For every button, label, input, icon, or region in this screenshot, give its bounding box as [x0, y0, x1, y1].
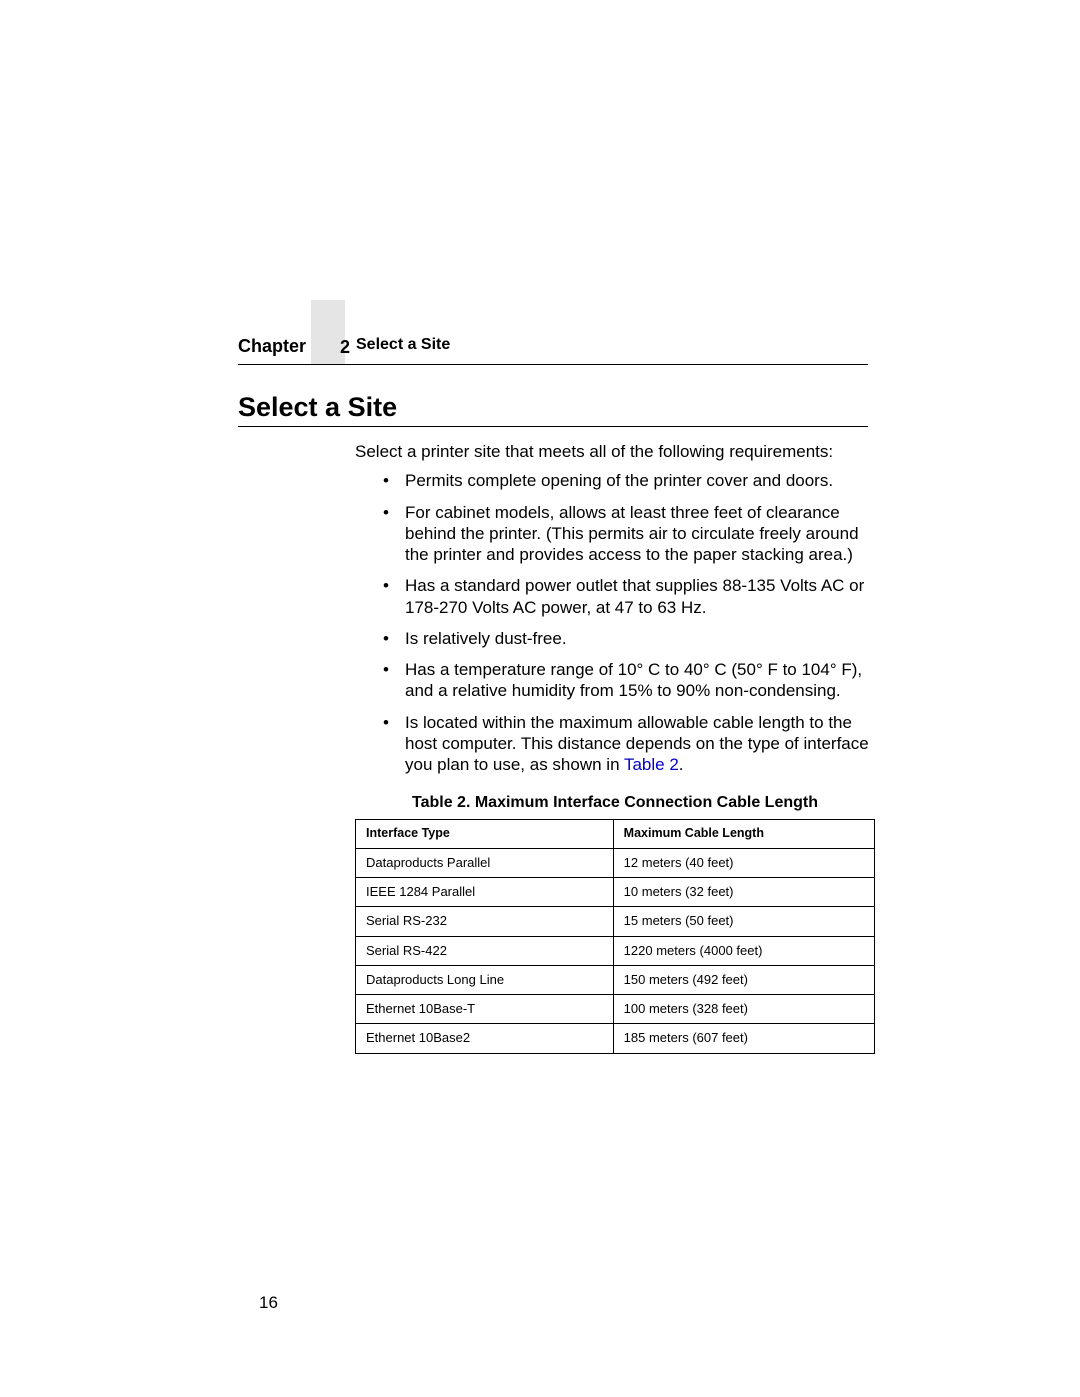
table-cell: Dataproducts Long Line — [356, 965, 614, 994]
table-header-row: Interface Type Maximum Cable Length — [356, 820, 875, 849]
chapter-number-box: 2 — [311, 300, 345, 364]
table-cell: 12 meters (40 feet) — [613, 848, 874, 877]
table-cell: Dataproducts Parallel — [356, 848, 614, 877]
table-row: IEEE 1284 Parallel10 meters (32 feet) — [356, 878, 875, 907]
intro-text: Select a printer site that meets all of … — [355, 441, 875, 462]
column-header: Maximum Cable Length — [613, 820, 874, 849]
list-item: Is relatively dust-free. — [355, 628, 875, 649]
table-row: Serial RS-4221220 meters (4000 feet) — [356, 936, 875, 965]
bullet-text-suffix: . — [679, 755, 684, 774]
table-cell: 15 meters (50 feet) — [613, 907, 874, 936]
page: Chapter 2 Select a Site Select a Site Se… — [0, 0, 1080, 1397]
page-number: 16 — [259, 1293, 278, 1313]
section-title: Select a Site — [238, 392, 868, 427]
list-item: For cabinet models, allows at least thre… — [355, 502, 875, 566]
requirements-list: Permits complete opening of the printer … — [355, 470, 875, 775]
list-item: Permits complete opening of the printer … — [355, 470, 875, 491]
chapter-label: Chapter — [238, 336, 306, 357]
content-body: Select a printer site that meets all of … — [355, 441, 875, 1054]
bullet-text: Has a temperature range of 10° C to 40° … — [405, 660, 862, 700]
table-cell: 185 meters (607 feet) — [613, 1024, 874, 1053]
table-cell: Ethernet 10Base2 — [356, 1024, 614, 1053]
table-cell: 1220 meters (4000 feet) — [613, 936, 874, 965]
table-cell: Serial RS-422 — [356, 936, 614, 965]
table-cell: 10 meters (32 feet) — [613, 878, 874, 907]
column-header: Interface Type — [356, 820, 614, 849]
table-row: Dataproducts Parallel12 meters (40 feet) — [356, 848, 875, 877]
cable-length-table: Interface Type Maximum Cable Length Data… — [355, 819, 875, 1053]
bullet-text: For cabinet models, allows at least thre… — [405, 503, 859, 565]
bullet-text: Is relatively dust-free. — [405, 629, 567, 648]
table-link[interactable]: Table 2 — [624, 755, 679, 774]
table-row: Dataproducts Long Line150 meters (492 fe… — [356, 965, 875, 994]
bullet-text: Permits complete opening of the printer … — [405, 471, 833, 490]
list-item: Is located within the maximum allowable … — [355, 712, 875, 776]
table-row: Serial RS-23215 meters (50 feet) — [356, 907, 875, 936]
table-cell: Serial RS-232 — [356, 907, 614, 936]
header-subtitle: Select a Site — [356, 336, 450, 354]
table-cell: IEEE 1284 Parallel — [356, 878, 614, 907]
table-caption: Table 2. Maximum Interface Connection Ca… — [355, 793, 875, 813]
list-item: Has a temperature range of 10° C to 40° … — [355, 659, 875, 702]
table-cell: 100 meters (328 feet) — [613, 995, 874, 1024]
table-row: Ethernet 10Base-T100 meters (328 feet) — [356, 995, 875, 1024]
list-item: Has a standard power outlet that supplie… — [355, 575, 875, 618]
page-header: Chapter 2 Select a Site — [238, 330, 868, 365]
table-cell: Ethernet 10Base-T — [356, 995, 614, 1024]
table-cell: 150 meters (492 feet) — [613, 965, 874, 994]
bullet-text: Has a standard power outlet that supplie… — [405, 576, 864, 616]
table-row: Ethernet 10Base2185 meters (607 feet) — [356, 1024, 875, 1053]
